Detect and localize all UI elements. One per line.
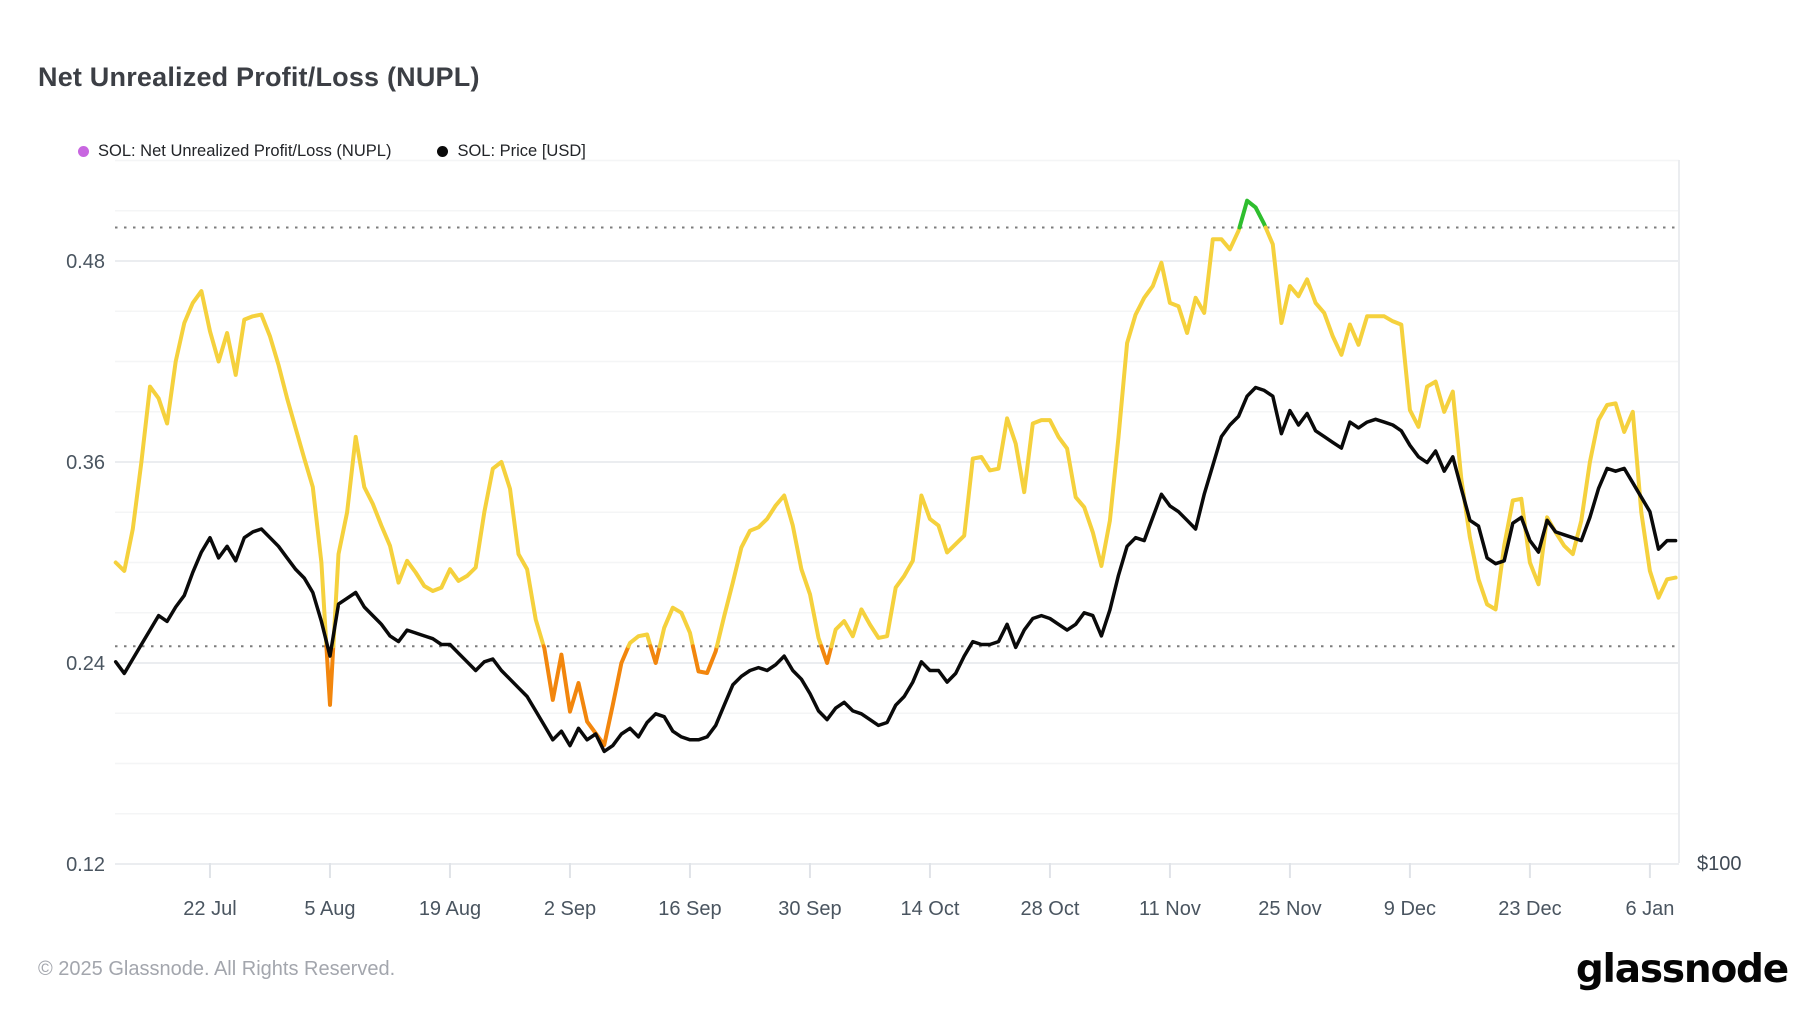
x-tick-label: 14 Oct (900, 898, 959, 920)
x-tick-label: 9 Dec (1384, 898, 1436, 920)
nupl-line-segment (690, 644, 719, 675)
x-tick-label: 28 Oct (1020, 898, 1079, 920)
y-tick-label: 0.36 (66, 452, 105, 474)
x-tick-label: 11 Nov (1139, 898, 1201, 920)
legend-item-price[interactable]: SOL: Price [USD] (437, 142, 586, 161)
x-tick-label: 2 Sep (544, 898, 596, 920)
nupl-line-segment (829, 225, 1242, 649)
nupl-line-segment (113, 289, 329, 649)
price-axis-label: $100 (1697, 853, 1742, 875)
nupl-series-dot-icon (78, 146, 89, 157)
y-tick-label: 0.24 (66, 653, 105, 675)
glassnode-logo: glassnode (1575, 947, 1789, 992)
x-tick-label: 5 Aug (304, 898, 355, 920)
price-line (113, 385, 1678, 754)
nupl-line-segment (324, 644, 336, 707)
x-tick-label: 25 Nov (1258, 898, 1321, 920)
x-tick-label: 6 Jan (1625, 898, 1674, 920)
legend-item-nupl[interactable]: SOL: Net Unrealized Profit/Loss (NUPL) (78, 142, 391, 161)
nupl-line-segment (541, 644, 631, 748)
nupl-line-segment (648, 644, 662, 665)
nupl-line-segment (626, 632, 653, 649)
nupl-line-segment (714, 493, 824, 649)
x-tick-label: 23 Dec (1498, 898, 1561, 920)
legend-label-nupl: SOL: Net Unrealized Profit/Loss (NUPL) (98, 142, 392, 160)
x-tick-label: 22 Jul (183, 898, 236, 920)
price-series-dot-icon (437, 146, 449, 157)
x-tick-label: 19 Aug (419, 898, 481, 920)
copyright-text: © 2025 Glassnode. All Rights Reserved. (38, 958, 396, 980)
nupl-line-segment (819, 644, 834, 665)
chart-legend: SOL: Net Unrealized Profit/Loss (NUPL) S… (78, 142, 586, 161)
page-title: Net Unrealized Profit/Loss (NUPL) (38, 62, 480, 93)
nupl-line-segment (1237, 198, 1268, 230)
x-tick-label: 16 Sep (658, 898, 721, 920)
nupl-line-segment (331, 434, 546, 649)
y-tick-label: 0.12 (66, 854, 105, 876)
legend-label-price: SOL: Price [USD] (457, 142, 586, 160)
nupl-line-segment (1263, 225, 1678, 612)
nupl-line-segment (657, 605, 695, 649)
x-tick-label: 30 Sep (778, 898, 841, 920)
y-tick-label: 0.48 (66, 251, 105, 273)
